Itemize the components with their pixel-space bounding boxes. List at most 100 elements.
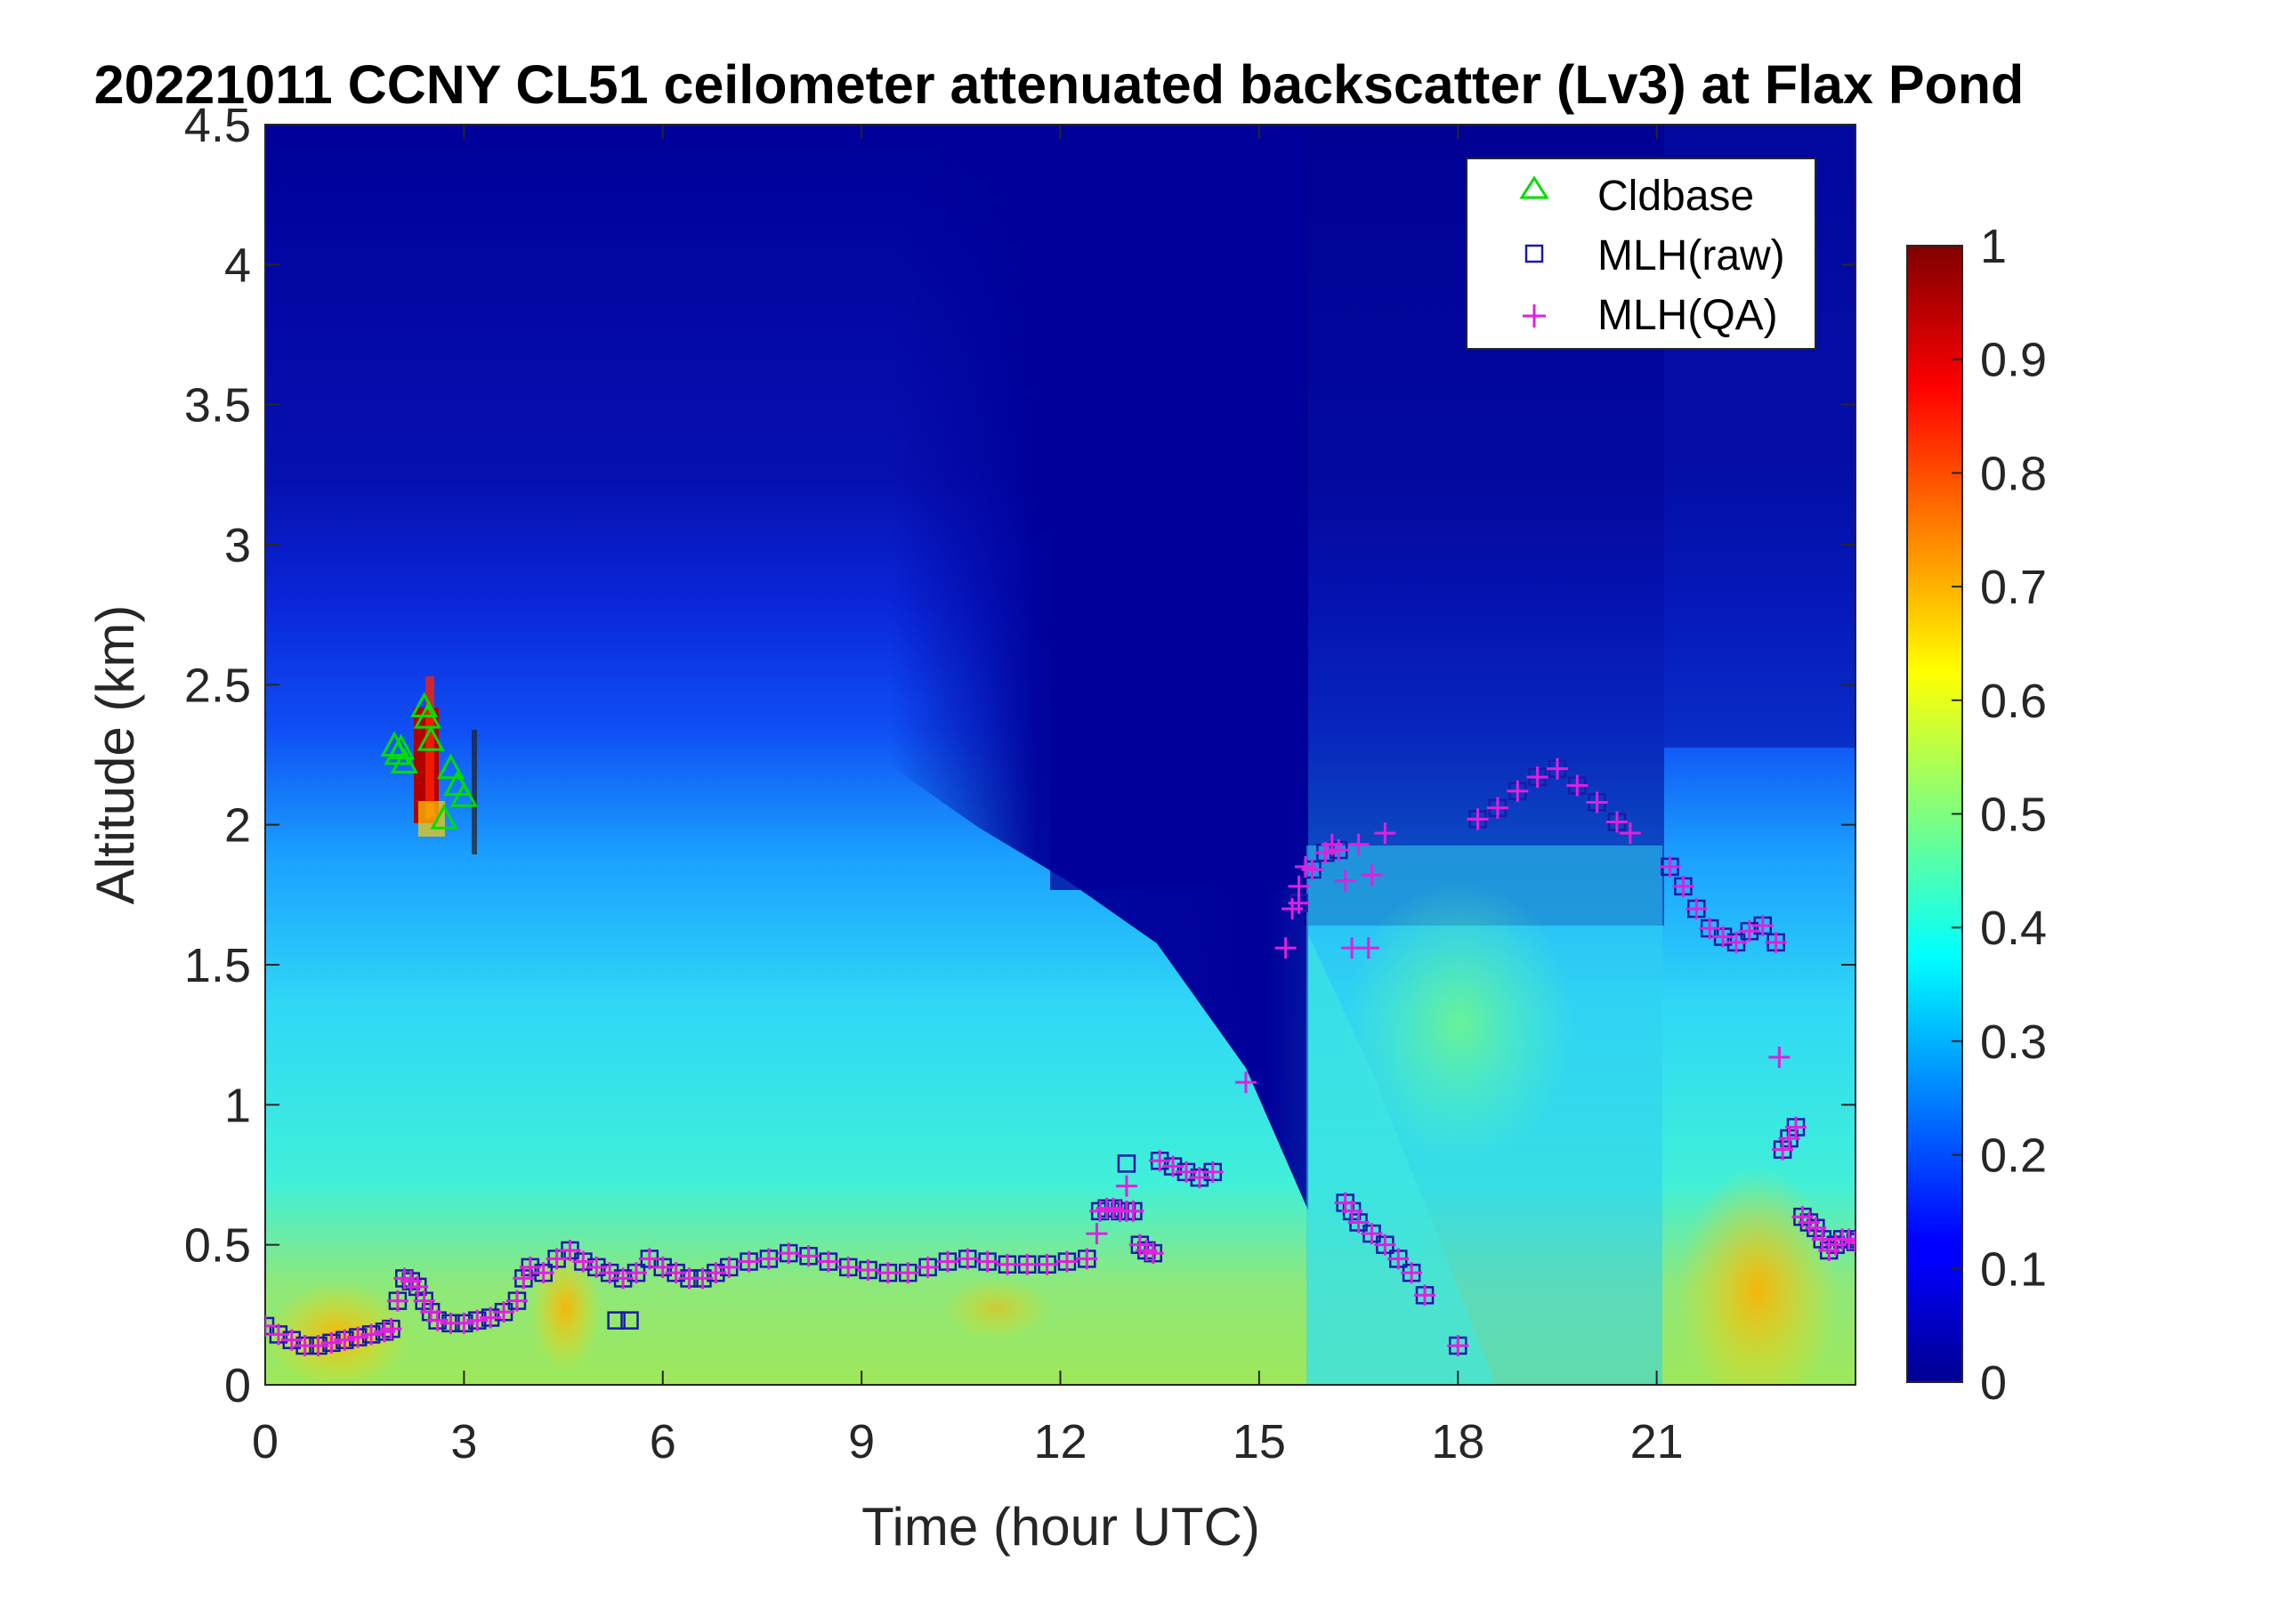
mlh-qa-point [1361,864,1383,886]
y-tick-label: 0 [224,1359,251,1412]
mlh-qa-point [757,1248,780,1270]
mlh-qa-point [280,1329,303,1351]
mlh-qa-point [480,1307,502,1329]
colorbar-tick-label: 0.5 [1980,789,2047,842]
cldbase-point [390,748,418,773]
mlh-qa-point [265,1315,276,1337]
mlh-qa-point [1546,757,1568,780]
legend: Cldbase MLH(raw) MLH(QA) [1466,158,1816,350]
colorbar-tick-label: 0.7 [1980,561,2047,614]
legend-plus-icon [1523,304,1546,328]
legend-label-cldbase: Cldbase [1597,173,1754,220]
mlh-qa-point [976,1250,998,1273]
y-tick-label: 4.5 [184,99,251,152]
mlh-qa-point [559,1239,581,1261]
cldbase-point [413,702,441,729]
cldbase-point [416,725,445,751]
mlh-qa-point [996,1253,1018,1275]
mlh-qa-point [957,1248,979,1270]
mlh-qa-point [1772,1138,1794,1161]
mlh-qa-point [936,1250,958,1273]
mlh-qa-point [1374,822,1396,845]
cldbase-point [436,753,465,780]
mlh-qa-point [1838,1228,1855,1250]
mlh-qa-point [837,1256,860,1278]
mlh-qa-point [1234,1072,1257,1094]
mlh-qa-point [638,1248,660,1270]
mlh-qa-point [1274,937,1297,959]
mlh-qa-point [1347,833,1370,855]
colorbar-tick-label: 0.2 [1980,1129,2047,1183]
mlh-qa-point [651,1256,674,1278]
mlh-qa-point [1086,1223,1108,1245]
mlh-qa-point [817,1250,839,1273]
mlh-qa-point [1778,1128,1800,1150]
mlh-qa-point [1055,1250,1078,1273]
mlh-qa-point [1768,1046,1791,1068]
mlh-qa-point [917,1256,939,1278]
mlh-qa-point [1738,920,1760,943]
mlh-qa-point [1619,822,1641,845]
mlh-qa-point [599,1262,621,1284]
mlh-qa-point [1122,1200,1144,1222]
mlh-qa-point [1361,1223,1383,1245]
mlh-qa-point [532,1262,554,1284]
mlh-qa-point [386,1290,408,1312]
mlh-qa-point [307,1334,329,1356]
mlh-qa-point [1076,1248,1098,1270]
mlh-qa-point [1811,1228,1833,1250]
mlh-qa-point [1281,898,1304,920]
mlh-qa-point [1162,1155,1184,1177]
mlh-qa-point [1295,855,1316,878]
mlh-qa-point [1288,875,1310,897]
y-tick-label: 3.5 [184,379,251,433]
y-tick-label: 4 [224,239,251,292]
chart-title: 20221011 CCNY CL51 ceilometer attenuated… [94,54,2025,115]
mlh-qa-point [797,1245,820,1267]
mlh-qa-point [1357,937,1379,959]
mlh-qa-point [625,1262,647,1284]
colorbar-tick-label: 0 [1980,1356,2007,1410]
x-tick-label: 0 [252,1415,279,1468]
mlh-qa-point [1765,931,1787,953]
legend-triangle-icon [1519,175,1549,199]
x-tick-label: 15 [1233,1415,1286,1468]
mlh-qa-point [513,1267,535,1290]
mlh-qa-point [718,1256,740,1278]
mlh-qa-point [1605,811,1628,833]
mlh-qa-point [1659,855,1681,878]
mlh-qa-point [546,1248,568,1270]
colorbar-ticks: 0 0.1 0.2 0.3 0.4 0.5 0.6 0.7 0.8 0.9 1 [1952,220,2047,1410]
mlh-qa-point [1321,833,1343,855]
colorbar-tick-label: 0.8 [1980,447,2047,500]
mlh-qa-point [1447,1334,1469,1356]
colorbar-tick-label: 0.1 [1980,1242,2047,1296]
mlh-raw-point [607,1311,626,1330]
mlh-qa-point [505,1290,528,1312]
mlh-qa-point [665,1262,687,1284]
mlh-qa-point [1672,875,1694,897]
mlh-qa-point [1334,870,1356,892]
y-tick-label: 2.5 [184,659,251,712]
y-axis-ticks: 0 0.5 1 1.5 2 2.5 3 3.5 4 4.5 [184,99,1855,1412]
mlh-qa-point [1845,1231,1855,1253]
mlh-qa-point [691,1267,714,1290]
x-tick-label: 9 [848,1415,875,1468]
y-tick-label: 3 [224,519,251,572]
mlh-qa-point [347,1326,369,1348]
colorbar-tick-label: 0.6 [1980,675,2047,728]
y-tick-label: 1 [224,1079,251,1132]
mlh-qa-point [426,1309,449,1331]
x-tick-label: 18 [1431,1415,1484,1468]
mlh-qa-point [1566,774,1589,797]
mlh-qa-point [572,1250,594,1273]
cldbase-point [410,692,439,718]
x-tick-label: 6 [650,1415,676,1468]
mlh-qa-point [267,1323,289,1346]
cldbase-point [449,781,478,807]
mlh-qa-point [1414,1284,1436,1307]
mlh-qa-point [413,1290,435,1312]
mlh-qa-point [1188,1167,1210,1189]
mlh-qa-point [1016,1253,1039,1275]
mlh-qa-point [1507,780,1529,802]
